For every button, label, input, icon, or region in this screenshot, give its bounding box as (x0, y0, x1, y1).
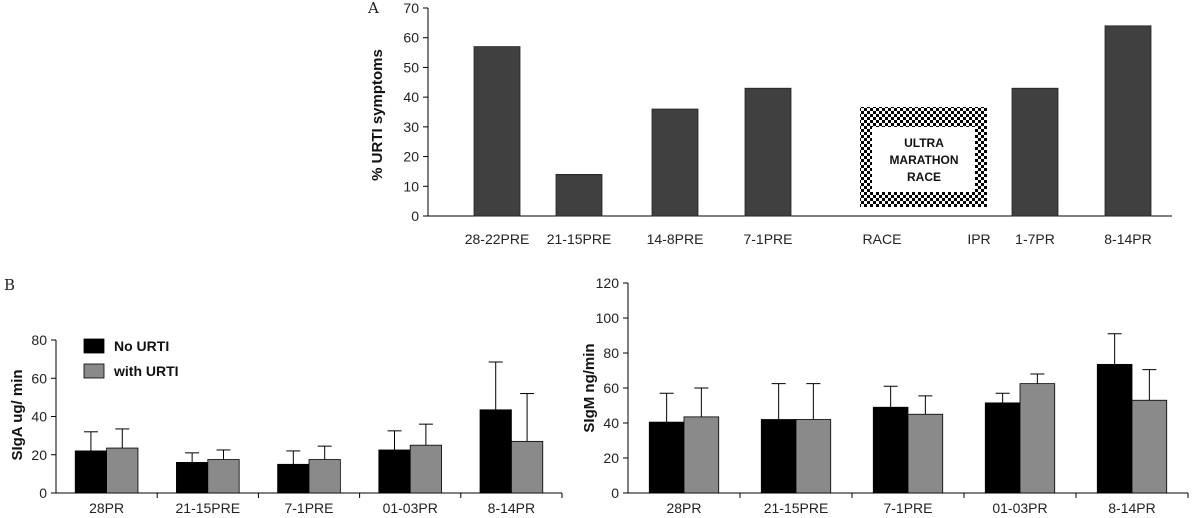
y-tick-label: 60 (403, 30, 419, 46)
bar-with-urti (308, 459, 341, 494)
x-tick-label: 7-1PRE (883, 500, 932, 516)
siga-chart: 0 20 40 60 80 SIgA ug/ min 28PR 21-15PRE 7-1PRE 0… (9, 332, 563, 516)
bar (555, 173, 603, 217)
sigm-chart: 0 20 40 60 80 100 120 SIgM ng/min 28PR 21-15PRE 7-… (581, 275, 1189, 516)
y-tick-label: 60 (603, 380, 619, 396)
legend-label: No URTI (114, 338, 169, 354)
y-tick-label: 60 (31, 370, 47, 386)
race-box-inner (872, 127, 975, 192)
bar-with-urti (409, 444, 442, 494)
y-tick-label: 80 (603, 345, 619, 361)
y-tick-label: 120 (596, 275, 620, 291)
y-tick-label: 30 (403, 119, 419, 135)
y-tick-label: 20 (603, 450, 619, 466)
bar-no-urti (479, 409, 512, 494)
legend-swatch (83, 363, 105, 379)
y-tick-label: 100 (596, 310, 620, 326)
y-tick-label: 10 (403, 178, 419, 194)
y-tick-label: 0 (39, 485, 47, 501)
y-tick-label: 40 (31, 409, 47, 425)
race-box-label: RACE (907, 170, 941, 184)
y-tick-label: 50 (403, 59, 419, 75)
y-tick-label: 20 (403, 149, 419, 165)
bar-no-urti (176, 461, 209, 494)
bar-no-urti (872, 406, 909, 494)
bar (651, 108, 699, 217)
bar-with-urti (907, 413, 944, 494)
y-tick-label: 70 (403, 0, 419, 16)
bar-with-urti (683, 416, 720, 494)
bar-no-urti (277, 463, 310, 494)
x-tick-label: 8-14PR (488, 500, 535, 516)
bar-with-urti (795, 419, 832, 494)
race-box-label: ULTRA (904, 136, 944, 150)
x-tick-label: 8-14PR (1104, 231, 1151, 247)
y-tick-label: 40 (603, 415, 619, 431)
bar-no-urti (648, 421, 685, 494)
bar-no-urti (760, 419, 797, 494)
bar (1011, 87, 1059, 217)
x-tick-label: 21-15PRE (764, 500, 829, 516)
x-tick-label: 1-7PR (1015, 231, 1055, 247)
bar-no-urti (378, 449, 411, 494)
y-axis-label: SIgA ug/ min (9, 369, 26, 460)
bar (1104, 25, 1152, 217)
bar-with-urti (510, 440, 544, 494)
x-tick-label: 21-15PRE (176, 500, 241, 516)
race-box-label: MARATHON (889, 153, 958, 167)
x-tick-label: 28PR (89, 500, 124, 516)
x-tick-label: 21-15PRE (547, 231, 612, 247)
y-axis-label: SIgM ng/min (581, 343, 598, 432)
x-tick-label: 7-1PRE (284, 500, 333, 516)
bar-no-urti (984, 402, 1021, 494)
x-tick-label: 28-22PRE (465, 231, 530, 247)
x-tick-label: 8-14PR (1108, 500, 1155, 516)
urti-symptoms-chart: 0 10 20 30 40 50 60 70 % URTI symptoms 28-22PRE 21… (369, 0, 1172, 247)
y-axis-label: % URTI symptoms (369, 49, 386, 181)
y-tick-label: 0 (411, 208, 419, 224)
x-tick-label: 14-8PRE (647, 231, 704, 247)
bar-with-urti (1131, 399, 1168, 494)
bar (473, 46, 521, 217)
bar-with-urti (207, 459, 240, 494)
bar-no-urti (74, 450, 107, 494)
y-tick-label: 0 (611, 485, 619, 501)
x-tick-label: RACE (863, 231, 902, 247)
panel-label-a: A (367, 0, 379, 17)
x-tick-label: 01-03PR (383, 500, 438, 516)
y-tick-label: 80 (31, 332, 47, 348)
legend-swatch (83, 338, 105, 354)
legend-label: with URTI (113, 363, 179, 379)
bar (744, 87, 792, 217)
y-tick-label: 20 (31, 447, 47, 463)
x-tick-label: 01-03PR (992, 500, 1047, 516)
bar-with-urti (1019, 383, 1056, 494)
x-tick-label: 28PR (666, 500, 701, 516)
panel-label-b: B (4, 276, 15, 294)
bar-no-urti (1096, 363, 1133, 494)
bar-with-urti (106, 447, 139, 494)
y-tick-label: 40 (403, 89, 419, 105)
x-tick-label: 7-1PRE (743, 231, 792, 247)
x-tick-label: IPR (967, 231, 990, 247)
